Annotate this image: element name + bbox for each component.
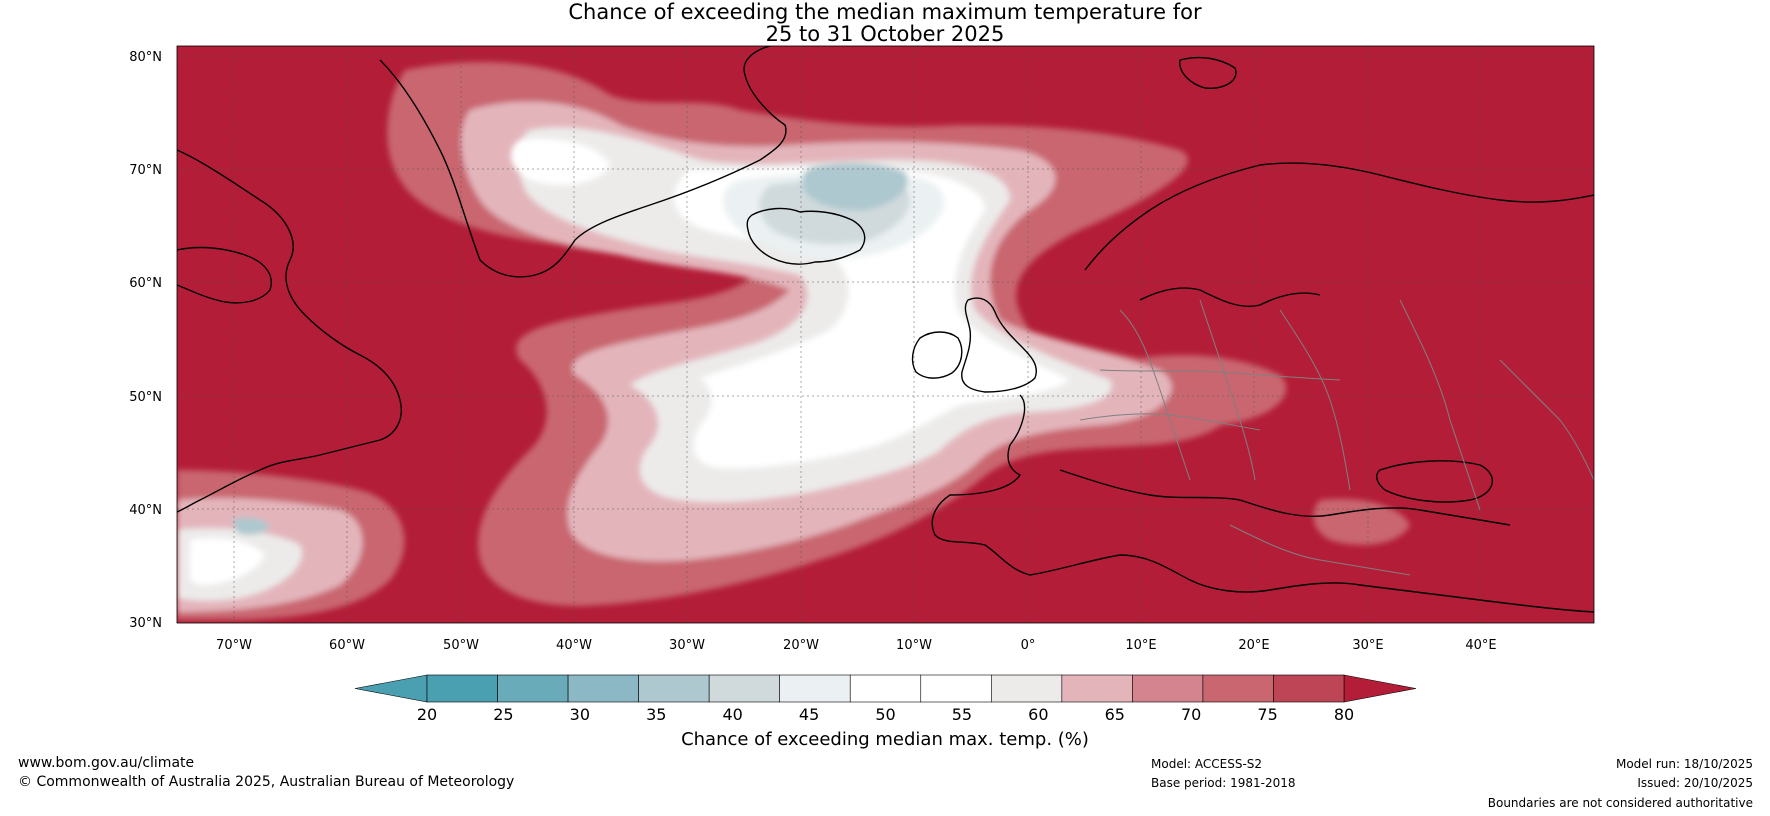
colorbar-tick-label: 25 — [493, 705, 513, 724]
colorbar-segment — [1273, 674, 1345, 703]
colorbar-tick-label: 55 — [952, 705, 972, 724]
colorbar-tick-label: 60 — [1028, 705, 1048, 724]
footer-model: Model: ACCESS-S2 — [1151, 757, 1263, 771]
colorbar-segment — [1061, 674, 1133, 703]
lon-tick-label: 0° — [1021, 638, 1036, 653]
colorbar-segment — [1202, 674, 1274, 703]
band-70-80-east — [1130, 355, 1287, 426]
lon-tick-label: 20°W — [783, 638, 819, 653]
colorbar-segment — [1132, 674, 1204, 703]
colorbar-tick-label: 40 — [722, 705, 742, 724]
longitude-tick-labels: 70°W 60°W 50°W 40°W 30°W 20°W 10°W 0° 10… — [216, 638, 1497, 653]
colorbar-tick-labels: 20 25 30 35 40 45 50 55 60 65 70 75 80 — [417, 705, 1354, 724]
colorbar-tick-label: 70 — [1181, 705, 1201, 724]
colorbar-label: Chance of exceeding median max. temp. (%… — [681, 729, 1089, 750]
baffin-coast — [177, 246, 272, 304]
europe-coast — [931, 394, 1594, 613]
ireland-coast — [911, 331, 963, 379]
band-30-35 — [802, 163, 908, 211]
colorbar-under-arrow — [354, 674, 428, 703]
colorbar-segments — [426, 674, 1345, 703]
colorbar-segment — [991, 674, 1063, 703]
latitude-tick-labels: 80°N 70°N 60°N 50°N 40°N 30°N — [129, 50, 162, 631]
band-45-55-w — [511, 138, 610, 185]
lon-tick-label: 20°E — [1238, 638, 1269, 653]
footer-disclaimer: Boundaries are not considered authoritat… — [1487, 796, 1753, 810]
band-30-35-sw — [232, 517, 270, 535]
footer-copyright: © Commonwealth of Australia 2025, Austra… — [18, 774, 515, 790]
footer-model-run: Model run: 18/10/2025 — [1615, 757, 1753, 771]
lat-tick-label: 80°N — [129, 50, 162, 65]
country-borders — [1079, 299, 1594, 576]
colorbar-tick-label: 45 — [799, 705, 819, 724]
band-45-55-sw — [190, 538, 265, 585]
lon-tick-label: 40°W — [556, 638, 592, 653]
lat-tick-label: 70°N — [129, 163, 162, 178]
lat-tick-label: 60°N — [129, 276, 162, 291]
lat-tick-label: 30°N — [129, 616, 162, 631]
greenland-coast — [379, 46, 787, 278]
footer-base-period: Base period: 1981-2018 — [1151, 776, 1296, 790]
svalbard-coast — [1179, 56, 1237, 89]
baltic-coast — [1139, 287, 1321, 307]
band-70-80-med — [1313, 498, 1410, 545]
colorbar-tick-label: 75 — [1257, 705, 1277, 724]
colorbar-tick-label: 80 — [1334, 705, 1354, 724]
colorbar-segment — [708, 674, 780, 703]
lat-tick-label: 40°N — [129, 503, 162, 518]
map-panel — [177, 46, 1594, 623]
footer-issued: Issued: 20/10/2025 — [1637, 776, 1753, 790]
canada-coast — [177, 149, 402, 513]
colorbar-segment — [920, 674, 992, 703]
map-frame — [176, 45, 1595, 624]
black-sea-coast — [1376, 460, 1493, 503]
colorbar-tick-label: 20 — [417, 705, 437, 724]
colorbar-segment — [426, 674, 498, 703]
colorbar-segment — [567, 674, 639, 703]
lon-tick-label: 10°E — [1125, 638, 1156, 653]
colorbar-segment — [638, 674, 710, 703]
lon-tick-label: 30°E — [1352, 638, 1383, 653]
lon-tick-label: 40°E — [1465, 638, 1496, 653]
colorbar-tick-label: 65 — [1105, 705, 1125, 724]
lon-tick-label: 60°W — [329, 638, 365, 653]
scandinavia-coast — [1084, 162, 1594, 271]
probability-field — [177, 62, 1410, 620]
colorbar-over-arrow — [1343, 674, 1417, 703]
colorbar-segment — [849, 674, 922, 703]
mediterranean-coast — [1059, 469, 1511, 526]
lat-tick-label: 50°N — [129, 390, 162, 405]
colorbar-tick-label: 30 — [570, 705, 590, 724]
britain-coast — [961, 297, 1037, 393]
colorbar: 20 25 30 35 40 45 50 55 60 65 70 75 80 Chance of exc… — [354, 674, 1417, 750]
lon-tick-label: 70°W — [216, 638, 252, 653]
footer-website: www.bom.gov.au/climate — [18, 755, 195, 771]
colorbar-tick-label: 35 — [646, 705, 666, 724]
iceland-coast — [746, 207, 866, 265]
lon-tick-label: 10°W — [896, 638, 932, 653]
colorbar-segment — [497, 674, 569, 703]
coastlines — [177, 46, 1594, 613]
graticule — [177, 46, 1594, 623]
map-title-line-2: 25 to 31 October 2025 — [765, 22, 1005, 46]
lon-tick-label: 50°W — [443, 638, 479, 653]
colorbar-segment — [779, 674, 851, 703]
map-title-line-1: Chance of exceeding the median maximum t… — [568, 0, 1202, 24]
colorbar-tick-label: 50 — [875, 705, 895, 724]
lon-tick-label: 30°W — [669, 638, 705, 653]
